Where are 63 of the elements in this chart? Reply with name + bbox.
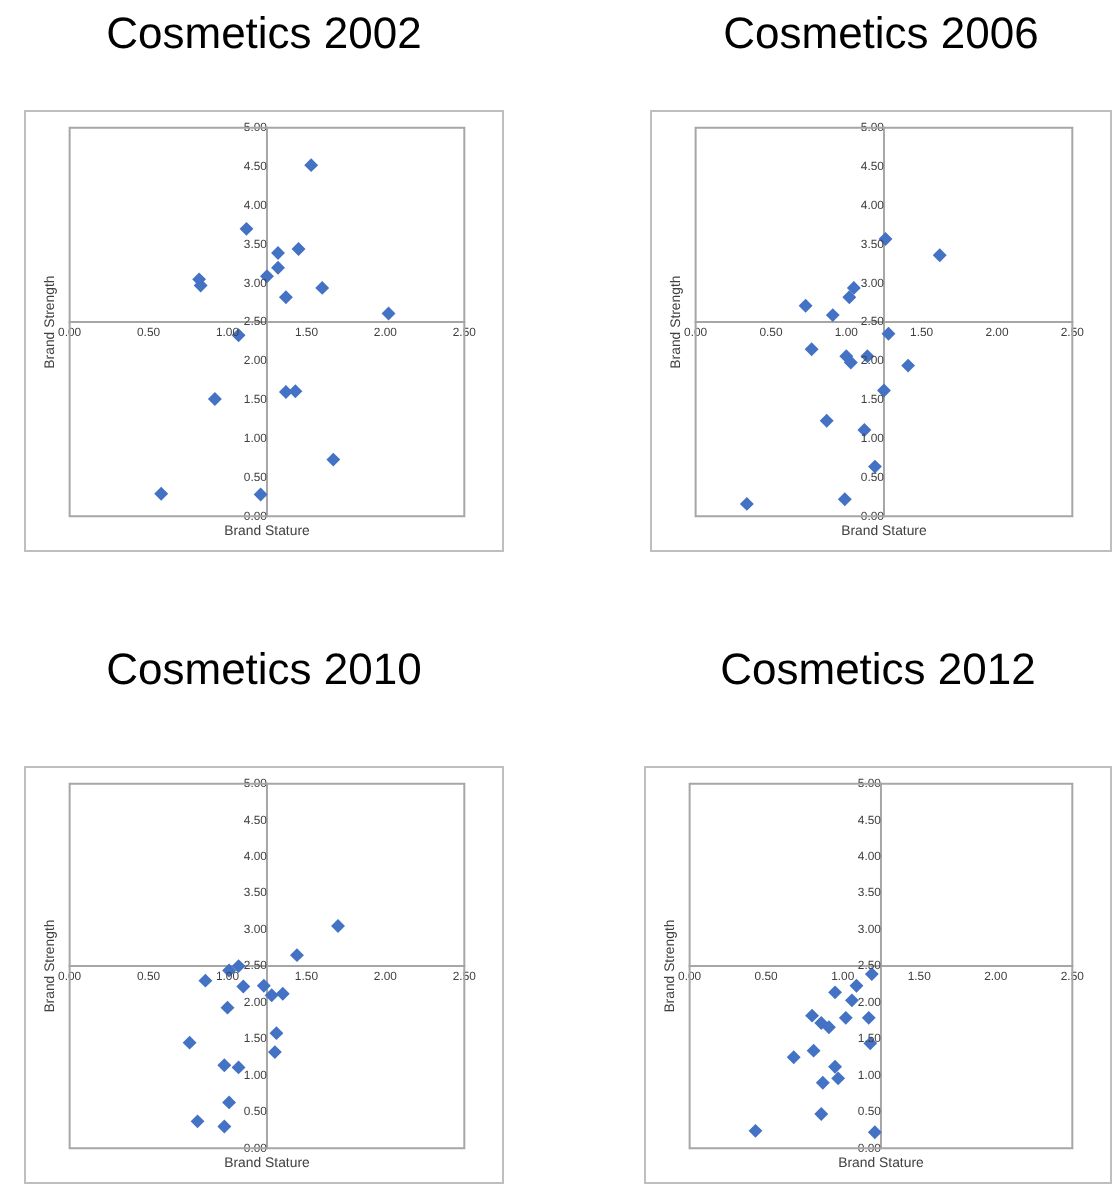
point bbox=[232, 1060, 246, 1074]
point bbox=[268, 1045, 282, 1059]
point bbox=[257, 979, 271, 993]
point bbox=[814, 1107, 828, 1121]
point bbox=[799, 299, 813, 313]
point bbox=[868, 1125, 882, 1139]
chart-title: Cosmetics 2010 bbox=[104, 644, 424, 696]
chart-title: Cosmetics 2012 bbox=[718, 644, 1038, 696]
point bbox=[740, 497, 754, 511]
point bbox=[290, 948, 304, 962]
point bbox=[265, 988, 279, 1002]
point bbox=[844, 355, 858, 370]
point bbox=[849, 979, 864, 993]
point bbox=[805, 1009, 819, 1023]
point bbox=[194, 279, 208, 293]
point bbox=[842, 290, 856, 304]
point bbox=[154, 487, 168, 501]
point bbox=[828, 985, 842, 999]
point bbox=[820, 414, 834, 428]
point bbox=[304, 158, 318, 172]
point bbox=[816, 1076, 830, 1090]
point bbox=[807, 1044, 821, 1058]
point bbox=[279, 385, 293, 399]
point bbox=[279, 290, 293, 304]
point bbox=[271, 246, 285, 260]
point bbox=[217, 1119, 231, 1133]
point bbox=[881, 327, 896, 341]
point bbox=[217, 1058, 231, 1072]
point bbox=[208, 392, 222, 406]
point bbox=[847, 281, 861, 295]
point bbox=[269, 1026, 283, 1040]
point bbox=[220, 1001, 235, 1015]
point bbox=[183, 1036, 197, 1050]
point bbox=[828, 1060, 842, 1074]
point bbox=[198, 974, 212, 988]
point bbox=[805, 342, 819, 356]
point bbox=[381, 307, 396, 321]
point bbox=[271, 261, 285, 275]
point bbox=[787, 1050, 801, 1064]
point bbox=[239, 222, 253, 236]
point bbox=[814, 1016, 828, 1030]
point bbox=[748, 1124, 762, 1138]
point bbox=[288, 384, 302, 398]
point bbox=[315, 281, 329, 295]
point bbox=[254, 488, 268, 502]
point bbox=[901, 359, 915, 373]
point bbox=[838, 492, 852, 506]
point bbox=[839, 1011, 853, 1025]
point bbox=[222, 1095, 236, 1109]
point bbox=[933, 248, 947, 262]
point bbox=[822, 1020, 836, 1034]
point bbox=[831, 1071, 845, 1085]
point bbox=[276, 987, 290, 1001]
point bbox=[826, 308, 840, 322]
point bbox=[292, 242, 306, 256]
point bbox=[236, 979, 250, 994]
point bbox=[326, 453, 340, 467]
chart-title: Cosmetics 2006 bbox=[721, 8, 1041, 60]
point bbox=[190, 1114, 205, 1128]
point bbox=[845, 993, 859, 1007]
point bbox=[862, 1011, 876, 1025]
chart-title: Cosmetics 2002 bbox=[104, 8, 424, 60]
point bbox=[331, 919, 345, 933]
